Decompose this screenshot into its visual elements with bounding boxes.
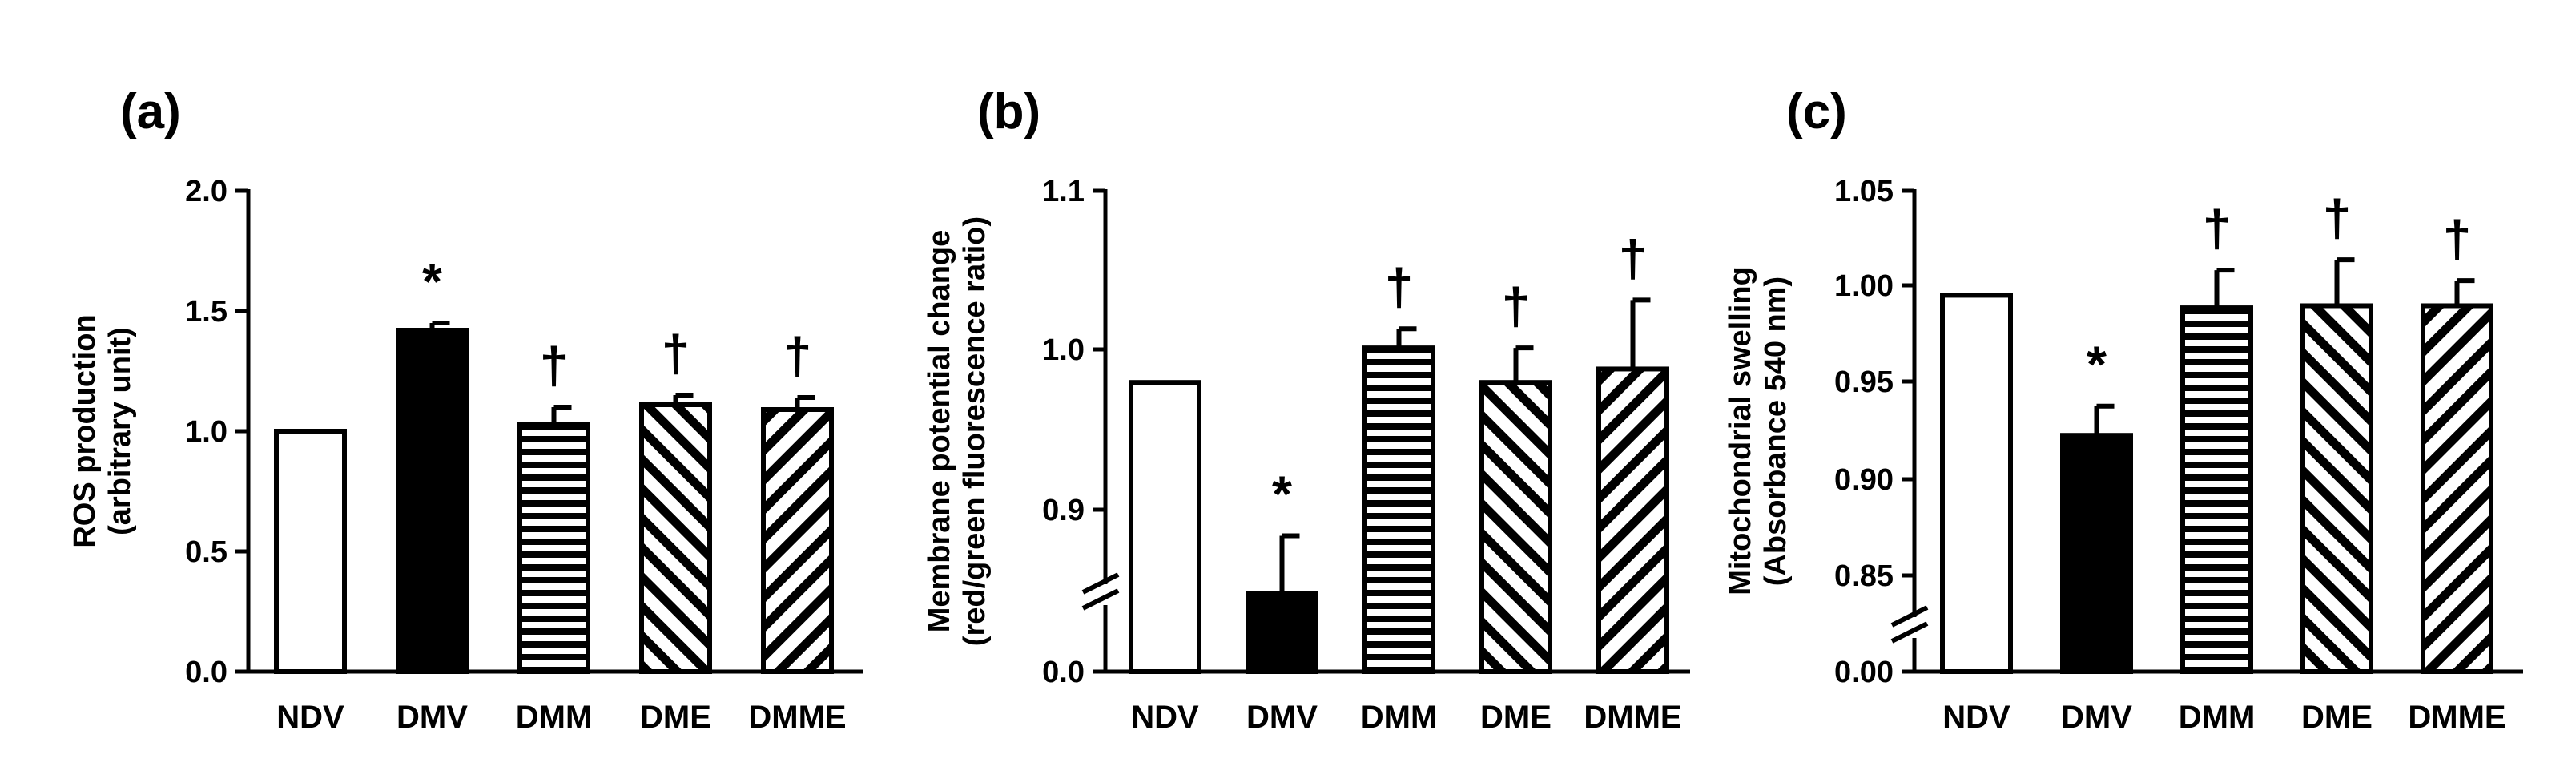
y-tick-label: 1.00 [1834,269,1894,303]
panel-label: (c) [1786,84,1847,139]
panel-label: (a) [120,84,181,139]
y-tick-label: 0.95 [1834,365,1894,399]
chart-panel-c: (c) 0.00 0.85 0.90 0.95 1.00 1.05 Mitochondrial… [1724,84,2523,735]
x-tick-label: DMV [1246,700,1318,735]
y-axis-title-line: Mitochondrial swelling [1724,267,1757,595]
significance-dagger: † [2203,200,2232,257]
y-tick-label: 0.0 [1042,656,1085,689]
y-tick-label: 1.0 [1042,333,1085,367]
y-tick-label: 0.00 [1834,656,1894,689]
y-tick-label: 0.9 [1042,494,1085,527]
x-tick-label: DMME [2408,700,2506,735]
x-tick-label: NDV [1942,700,2010,735]
x-tick-label: DMME [1584,700,1681,735]
chart-panel-b: (b) 0.0 0.9 1.0 1.1 Membrane potential change… [923,84,1690,735]
y-tick-label: 0.5 [185,535,227,569]
significance-dagger: † [2443,210,2472,268]
bar-ndv [1940,293,2013,674]
bar-dme [2300,303,2373,674]
bar-dmm [1362,345,1435,674]
bar-dmme [2421,303,2493,674]
significance-dagger: † [2323,189,2352,247]
significance-dagger: † [662,325,690,382]
y-axis-title-line: ROS production [68,314,102,547]
bar-dme [639,402,712,674]
x-tick-label: DMV [2061,700,2132,735]
y-tick-label: 2.0 [185,175,227,208]
bar-dmme [1596,366,1669,674]
x-tick-label: DME [2301,700,2373,735]
y-axis-title-line: (Absorbance 540 nm) [1759,276,1793,586]
y-tick-label: 0.0 [185,656,227,689]
significance-dagger: † [540,337,569,394]
axis-break-slash [1081,572,1120,595]
x-tick-label: DMM [2179,700,2256,735]
y-axis-title-line: Membrane potential change [923,230,956,633]
bar-dmv [1246,591,1318,675]
axis-break-slash [1081,588,1120,611]
y-tick-label: 1.1 [1042,175,1085,208]
x-tick-label: NDV [1131,700,1199,735]
bar-ndv [1129,380,1201,674]
y-tick-label: 1.0 [185,415,227,449]
significance-asterisk: * [1272,466,1292,523]
bar-dmm [517,422,590,674]
y-tick-label: 0.90 [1834,463,1894,497]
significance-dagger: † [1619,229,1648,287]
bar-ndv [274,429,347,674]
y-tick-label: 1.5 [185,295,227,329]
y-axis-title-line: (arbitrary unit) [103,327,137,535]
significance-dagger: † [783,327,812,385]
x-tick-label: NDV [276,700,344,735]
bar-dme [1479,380,1552,674]
significance-asterisk: * [2087,336,2107,394]
bar-dmv [396,328,469,674]
chart-panel-a: (a) 0.0 0.5 1.0 1.5 2.0 ROS production (arbitra… [68,84,863,735]
axis-break-mark [1890,605,1932,644]
x-tick-label: DME [640,700,711,735]
significance-asterisk: * [422,252,442,310]
panel-label: (b) [977,84,1040,139]
axis-break-slash [1890,605,1929,628]
y-tick-label: 0.85 [1834,559,1894,593]
y-tick-label: 1.05 [1834,175,1894,208]
significance-dagger: † [1385,258,1414,316]
significance-dagger: † [1502,277,1531,335]
axis-break-mark [1081,572,1123,611]
bar-dmm [2180,305,2253,674]
axis-break-slash [1890,621,1929,644]
x-tick-label: DMM [516,700,593,735]
x-tick-label: DME [1480,700,1552,735]
x-tick-label: DMME [748,700,846,735]
bar-dmv [2060,433,2133,675]
y-axis-title-line: (red/green fluorescence ratio) [958,216,992,646]
x-tick-label: DMM [1361,700,1438,735]
x-tick-label: DMV [396,700,468,735]
bar-dmme [761,407,834,674]
